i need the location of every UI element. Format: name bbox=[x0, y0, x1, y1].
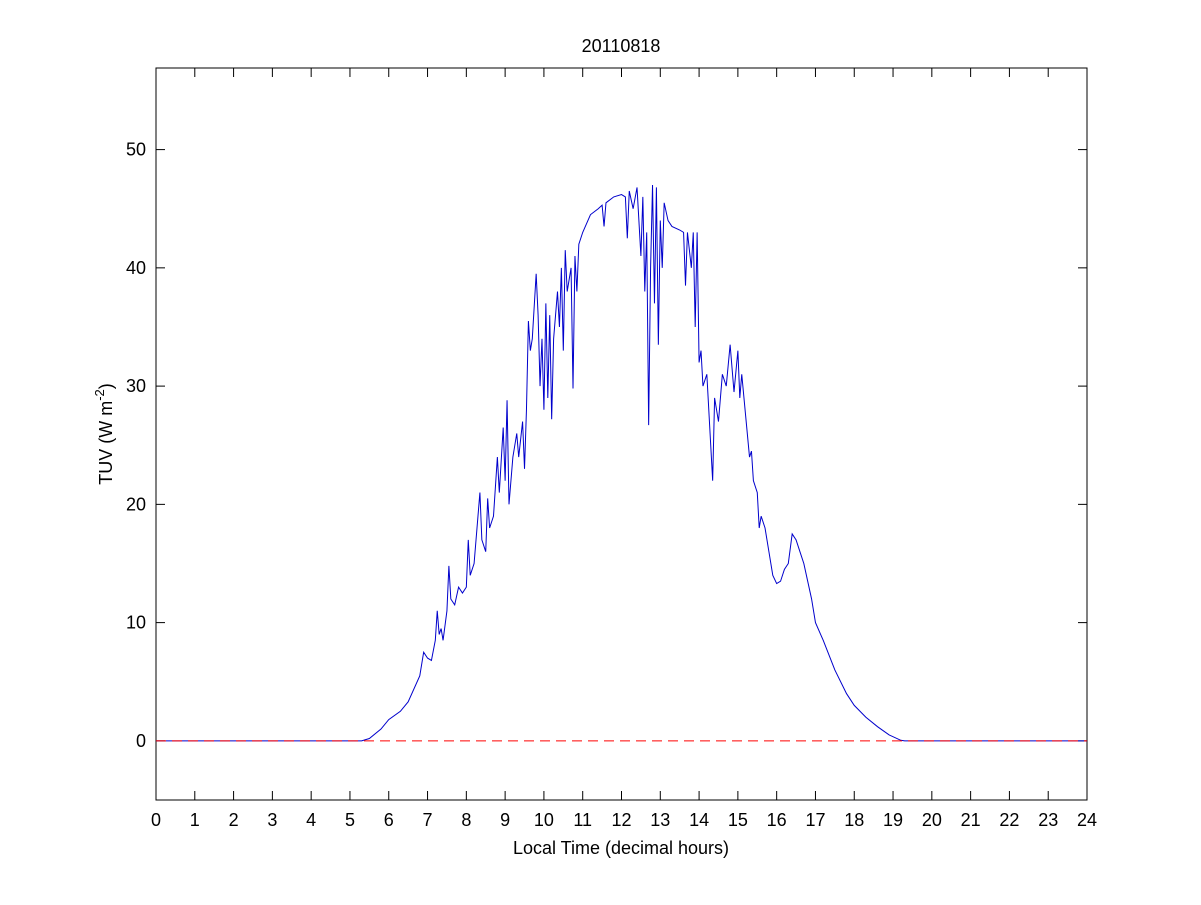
x-tick-label: 22 bbox=[999, 810, 1019, 830]
x-tick-label: 10 bbox=[534, 810, 554, 830]
x-tick-label: 4 bbox=[306, 810, 316, 830]
x-tick-label: 18 bbox=[844, 810, 864, 830]
y-tick-label: 50 bbox=[126, 140, 146, 160]
x-tick-label: 8 bbox=[461, 810, 471, 830]
x-tick-label: 20 bbox=[922, 810, 942, 830]
x-tick-label: 11 bbox=[573, 810, 592, 830]
y-tick-label: 0 bbox=[136, 731, 146, 751]
x-tick-label: 13 bbox=[650, 810, 670, 830]
x-tick-label: 14 bbox=[689, 810, 709, 830]
axes-box bbox=[155, 67, 1088, 801]
x-tick-label: 6 bbox=[384, 810, 394, 830]
x-tick-label: 2 bbox=[229, 810, 239, 830]
x-tick-label: 0 bbox=[151, 810, 161, 830]
x-tick-label: 9 bbox=[500, 810, 510, 830]
data-line bbox=[156, 185, 1087, 742]
x-tick-label: 7 bbox=[423, 810, 433, 830]
x-tick-label: 21 bbox=[961, 810, 981, 830]
x-tick-label: 16 bbox=[767, 810, 787, 830]
y-tick-label: 10 bbox=[126, 613, 146, 633]
y-label-superscript: -2 bbox=[92, 389, 107, 401]
x-tick-label: 24 bbox=[1077, 810, 1097, 830]
x-tick-label: 1 bbox=[190, 810, 200, 830]
x-axis-label: Local Time (decimal hours) bbox=[513, 838, 729, 858]
chart-title: 20110818 bbox=[582, 36, 661, 56]
y-label-text: TUV (W m bbox=[96, 401, 116, 485]
x-tick-label: 19 bbox=[883, 810, 903, 830]
y-label-suffix: ) bbox=[96, 383, 116, 389]
x-tick-label: 12 bbox=[611, 810, 631, 830]
y-tick-label: 30 bbox=[126, 376, 146, 396]
y-tick-label: 20 bbox=[126, 494, 146, 514]
x-tick-label: 5 bbox=[345, 810, 355, 830]
y-axis-label: TUV (W m-2) bbox=[92, 383, 116, 485]
x-tick-label: 3 bbox=[267, 810, 277, 830]
x-tick-label: 23 bbox=[1038, 810, 1058, 830]
y-tick-label: 40 bbox=[126, 258, 146, 278]
x-tick-label: 15 bbox=[728, 810, 748, 830]
x-tick-label: 17 bbox=[805, 810, 825, 830]
